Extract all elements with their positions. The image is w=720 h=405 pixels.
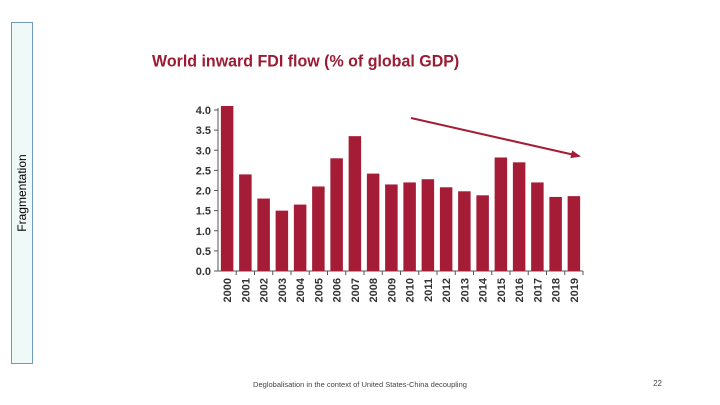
x-tick-label: 2001 <box>240 278 252 302</box>
x-tick-label: 2015 <box>496 278 508 302</box>
bar <box>366 173 380 271</box>
bar <box>385 184 398 271</box>
bar <box>312 186 325 271</box>
side-section-tab: Fragmentation <box>11 22 33 364</box>
bar <box>330 158 343 271</box>
y-tick-label: 1.0 <box>196 226 211 238</box>
x-tick-label: 2011 <box>423 278 435 302</box>
x-tick-label: 2007 <box>350 278 362 302</box>
x-axis: 2000 2001 2002 2003 2004 2005 2006 2007 2008 2009… <box>218 270 584 302</box>
trend-arrow <box>410 117 581 159</box>
y-tick-label: 3.0 <box>196 145 211 157</box>
x-tick-label: 2013 <box>459 278 471 302</box>
bar <box>439 187 453 271</box>
bar <box>348 136 362 271</box>
bar <box>257 198 270 271</box>
bar <box>476 195 489 271</box>
page-number: 22 <box>653 379 662 388</box>
x-tick-label: 2009 <box>386 278 398 302</box>
x-tick-label: 2010 <box>405 278 417 302</box>
y-tick-label: 0.5 <box>196 246 211 258</box>
x-tick-label: 2000 <box>222 278 234 302</box>
y-tick-label: 2.5 <box>196 165 211 177</box>
chart-title: World inward FDI flow (% of global GDP) <box>152 53 460 71</box>
x-tick-label: 2008 <box>368 278 380 302</box>
y-tick-label: 2.0 <box>196 186 211 198</box>
x-tick-label: 2005 <box>313 278 325 302</box>
bar <box>220 105 234 271</box>
x-tick-label: 2014 <box>478 277 490 302</box>
bar <box>403 182 416 271</box>
x-tick-label: 2019 <box>569 278 581 302</box>
x-tick-label: 2004 <box>295 277 307 302</box>
bar <box>494 157 508 271</box>
bar <box>567 196 581 271</box>
bar <box>293 204 307 271</box>
x-tick-label: 2002 <box>259 278 271 302</box>
bar <box>531 182 544 271</box>
x-tick-label: 2012 <box>441 278 453 302</box>
y-tick-label: 1.5 <box>196 206 211 218</box>
x-tick-label: 2003 <box>277 278 289 302</box>
bar <box>421 179 435 271</box>
bar <box>549 196 562 271</box>
x-tick-label: 2006 <box>332 278 344 302</box>
y-tick-label: 3.5 <box>196 125 211 137</box>
y-tick-label: 4.0 <box>196 105 211 117</box>
bar <box>458 191 471 271</box>
bar <box>239 174 252 271</box>
x-tick-label: 2016 <box>514 278 526 302</box>
bar <box>512 162 526 271</box>
y-tick-label: 0.0 <box>196 266 211 278</box>
slide-footer: Deglobalisation in the context of United… <box>253 380 467 389</box>
bars <box>220 105 581 271</box>
x-tick-label: 2018 <box>551 278 563 302</box>
bar <box>275 210 289 271</box>
x-tick-label: 2017 <box>532 278 544 302</box>
y-axis: 0.0 0.5 1.0 1.5 2.0 2.5 3.0 3.5 4.0 <box>196 105 219 278</box>
